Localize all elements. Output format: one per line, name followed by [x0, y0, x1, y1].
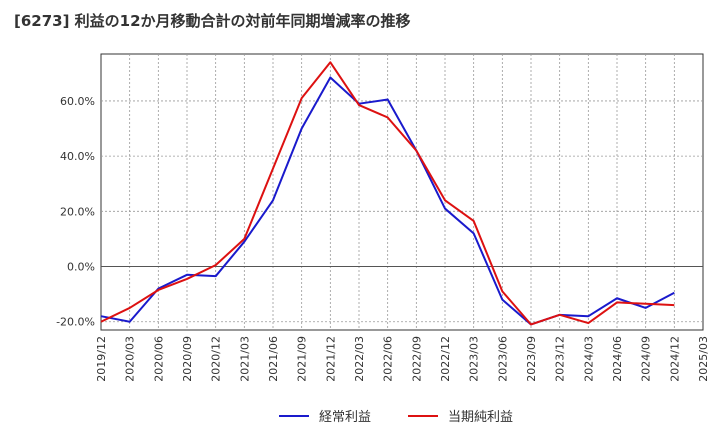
x-tick-label: 2025/03 — [697, 336, 710, 382]
x-tick-label: 2024/03 — [582, 336, 595, 382]
x-tick-label: 2022/09 — [410, 336, 423, 382]
x-tick-label: 2021/09 — [296, 336, 309, 382]
x-tick-label: 2022/03 — [353, 336, 366, 382]
y-tick-label: 0.0% — [67, 261, 95, 274]
grid-layer — [101, 54, 703, 330]
y-axis-ticks: -20.0% 0.0% 20.0% 40.0% 60.0% — [56, 95, 95, 329]
x-tick-label: 2024/09 — [640, 336, 653, 382]
x-axis-ticks: 2019/12 2020/03 2020/06 2020/09 2020/12 2021/… — [95, 336, 710, 382]
x-tick-label: 2024/12 — [668, 336, 681, 382]
y-tick-label: 40.0% — [60, 150, 95, 163]
y-tick-label: 60.0% — [60, 95, 95, 108]
x-tick-label: 2023/06 — [496, 336, 509, 382]
x-tick-label: 2024/06 — [611, 336, 624, 382]
x-tick-label: 2020/12 — [210, 336, 223, 382]
x-tick-label: 2021/06 — [267, 336, 280, 382]
legend-label-keijo: 経常利益 — [319, 410, 371, 425]
chart-title: [6273] 利益の12か月移動合計の対前年同期増減率の推移 — [14, 12, 411, 30]
x-tick-label: 2022/06 — [382, 336, 395, 382]
x-tick-label: 2022/12 — [439, 336, 452, 382]
plot-area — [100, 53, 704, 331]
x-tick-label: 2019/12 — [95, 336, 108, 382]
series-line-touki — [100, 61, 675, 326]
legend: 経常利益 当期純利益 — [279, 410, 513, 425]
legend-label-touki: 当期純利益 — [448, 410, 513, 425]
x-tick-label: 2023/09 — [525, 336, 538, 382]
x-tick-label: 2021/12 — [324, 336, 337, 382]
x-tick-label: 2020/09 — [181, 336, 194, 382]
series-layer — [100, 61, 675, 326]
x-tick-label: 2021/03 — [238, 336, 251, 382]
x-tick-label: 2020/06 — [152, 336, 165, 382]
x-tick-label: 2023/03 — [468, 336, 481, 382]
x-tick-label: 2023/12 — [554, 336, 567, 382]
y-tick-label: 20.0% — [60, 205, 95, 218]
x-tick-label: 2020/03 — [124, 336, 137, 382]
y-tick-label: -20.0% — [56, 316, 95, 329]
